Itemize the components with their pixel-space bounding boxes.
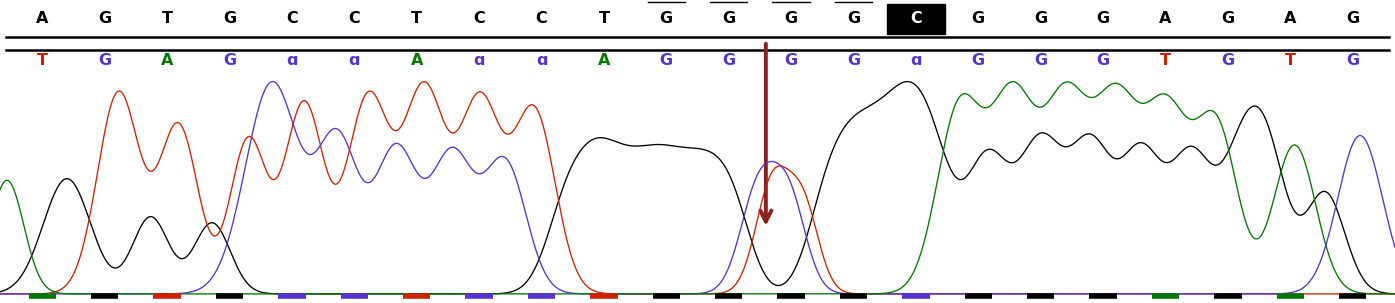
Text: T: T (1161, 53, 1170, 68)
Text: G: G (1034, 11, 1048, 26)
Text: G: G (1221, 11, 1235, 26)
Text: G: G (98, 11, 112, 26)
Text: ɑ: ɑ (536, 53, 547, 68)
Text: G: G (1346, 11, 1359, 26)
Bar (887, 4, 944, 34)
Text: A: A (160, 53, 173, 68)
Text: A: A (597, 53, 610, 68)
Text: ɑ: ɑ (473, 53, 485, 68)
Text: A: A (410, 53, 423, 68)
Text: ɑ: ɑ (910, 53, 922, 68)
Text: ɑ: ɑ (286, 53, 297, 68)
Text: G: G (723, 53, 735, 68)
Text: A: A (1283, 11, 1296, 26)
Text: C: C (536, 11, 547, 26)
Text: G: G (972, 53, 985, 68)
Text: G: G (723, 11, 735, 26)
Text: G: G (223, 53, 236, 68)
Text: C: C (910, 11, 922, 26)
Text: G: G (1096, 11, 1109, 26)
Text: C: C (349, 11, 360, 26)
Text: G: G (1346, 53, 1359, 68)
Text: G: G (784, 11, 798, 26)
Text: C: C (286, 11, 297, 26)
Text: G: G (98, 53, 112, 68)
Text: G: G (660, 11, 672, 26)
Text: G: G (847, 11, 861, 26)
Text: G: G (223, 11, 236, 26)
Text: T: T (598, 11, 610, 26)
Text: A: A (1159, 11, 1172, 26)
Text: ɑ: ɑ (349, 53, 360, 68)
Text: G: G (660, 53, 672, 68)
Text: T: T (1285, 53, 1296, 68)
Text: G: G (972, 11, 985, 26)
Text: G: G (1096, 53, 1109, 68)
Text: G: G (1034, 53, 1048, 68)
Text: T: T (36, 53, 47, 68)
Text: G: G (847, 53, 861, 68)
Text: T: T (412, 11, 423, 26)
Text: T: T (162, 11, 173, 26)
Text: A: A (36, 11, 49, 26)
Text: G: G (784, 53, 798, 68)
Text: G: G (1221, 53, 1235, 68)
Text: C: C (473, 11, 485, 26)
